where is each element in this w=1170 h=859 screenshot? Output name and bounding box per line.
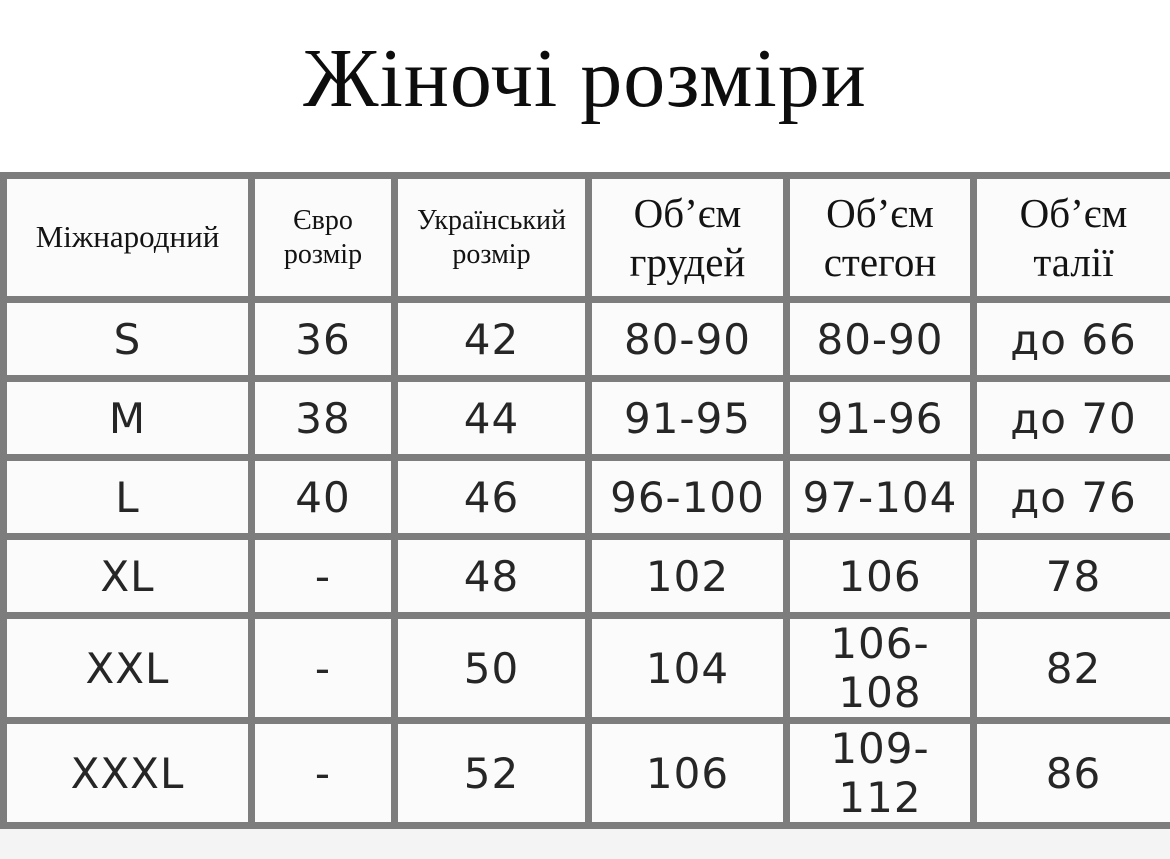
cell-ukrainian-size: 42 xyxy=(391,296,592,382)
cell-euro-size: - xyxy=(248,717,398,829)
column-header-hip-volume: Об’єм стегон xyxy=(783,172,977,303)
cell-international: L xyxy=(0,454,255,540)
size-table: Міжнародний Євро розмір Український розм… xyxy=(0,172,1170,829)
cell-waist-volume: 82 xyxy=(970,612,1170,724)
cell-hip-volume: 109-112 xyxy=(783,717,977,829)
cell-ukrainian-size: 44 xyxy=(391,375,592,461)
page-title: Жіночі розміри xyxy=(303,32,867,125)
cell-hip-volume: 91-96 xyxy=(783,375,977,461)
column-header-ukrainian-size: Український розмір xyxy=(391,172,592,303)
cell-hip-volume: 80-90 xyxy=(783,296,977,382)
cell-euro-size: - xyxy=(248,612,398,724)
cell-chest-volume: 106 xyxy=(585,717,790,829)
cell-ukrainian-size: 46 xyxy=(391,454,592,540)
column-header-label: Об’єм xyxy=(633,190,742,237)
column-header-label: грудей xyxy=(629,238,746,285)
column-header-label: Міжнародний xyxy=(35,219,220,255)
column-header-label: розмір xyxy=(283,238,363,270)
table-row-xxl: XXL - 50 104 106-108 82 xyxy=(0,612,1170,724)
column-header-euro-size: Євро розмір xyxy=(248,172,398,303)
table-row-xl: XL - 48 102 106 78 xyxy=(0,533,1170,619)
cell-international: XL xyxy=(0,533,255,619)
table-row-m: M 38 44 91-95 91-96 до 70 xyxy=(0,375,1170,461)
cell-chest-volume: 96-100 xyxy=(585,454,790,540)
cell-hip-volume: 97-104 xyxy=(783,454,977,540)
cell-ukrainian-size: 52 xyxy=(391,717,592,829)
table-row-xxxl: XXXL - 52 106 109-112 86 xyxy=(0,717,1170,829)
cell-euro-size: 40 xyxy=(248,454,398,540)
below-table-background xyxy=(0,829,1170,859)
column-header-international: Міжнародний xyxy=(0,172,255,303)
cell-waist-volume: 86 xyxy=(970,717,1170,829)
cell-euro-size: - xyxy=(248,533,398,619)
cell-international: XXL xyxy=(0,612,255,724)
table-row-s: S 36 42 80-90 80-90 до 66 xyxy=(0,296,1170,382)
column-header-label: розмір xyxy=(452,238,531,270)
column-header-label: Євро xyxy=(293,205,353,237)
column-header-chest-volume: Об’єм грудей xyxy=(585,172,790,303)
cell-ukrainian-size: 50 xyxy=(391,612,592,724)
cell-chest-volume: 91-95 xyxy=(585,375,790,461)
cell-euro-size: 38 xyxy=(248,375,398,461)
cell-waist-volume: до 76 xyxy=(970,454,1170,540)
cell-international: M xyxy=(0,375,255,461)
cell-chest-volume: 104 xyxy=(585,612,790,724)
cell-hip-volume: 106 xyxy=(783,533,977,619)
column-header-label: стегон xyxy=(823,238,937,285)
cell-international: XXXL xyxy=(0,717,255,829)
cell-chest-volume: 80-90 xyxy=(585,296,790,382)
cell-waist-volume: 78 xyxy=(970,533,1170,619)
column-header-label: талії xyxy=(1033,238,1114,285)
column-header-label: Об’єм xyxy=(1019,190,1128,237)
cell-ukrainian-size: 48 xyxy=(391,533,592,619)
column-header-waist-volume: Об’єм талії xyxy=(970,172,1170,303)
cell-euro-size: 36 xyxy=(248,296,398,382)
table-header-row: Міжнародний Євро розмір Український розм… xyxy=(0,172,1170,303)
cell-hip-volume: 106-108 xyxy=(783,612,977,724)
cell-international: S xyxy=(0,296,255,382)
cell-chest-volume: 102 xyxy=(585,533,790,619)
cell-waist-volume: до 66 xyxy=(970,296,1170,382)
cell-waist-volume: до 70 xyxy=(970,375,1170,461)
column-header-label: Об’єм xyxy=(826,190,934,237)
title-area: Жіночі розміри xyxy=(0,0,1170,172)
table-row-l: L 40 46 96-100 97-104 до 76 xyxy=(0,454,1170,540)
column-header-label: Український xyxy=(417,205,566,237)
